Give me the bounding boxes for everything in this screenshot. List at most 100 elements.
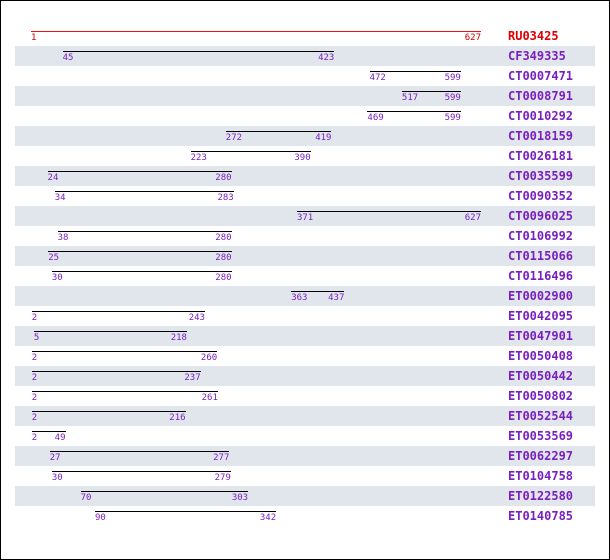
end-position: 277 <box>213 453 230 463</box>
sequence-id-link[interactable]: CT0096025 <box>508 209 574 223</box>
alignment-row: 223 390 CT0026181 <box>15 146 595 166</box>
alignment-span-bar <box>291 291 345 292</box>
end-position: 218 <box>170 333 187 343</box>
reference-id-link[interactable]: RU03425 <box>508 29 559 43</box>
alignment-span-bar <box>54 191 234 192</box>
start-position: 2 <box>31 373 38 383</box>
alignment-span-bar <box>31 411 186 412</box>
end-position: 342 <box>259 513 277 523</box>
sequence-id-link[interactable]: ET0002900 <box>508 289 574 303</box>
reference-span-bar <box>31 31 481 32</box>
start-position: 90 <box>94 513 106 523</box>
start-position: 517 <box>401 93 419 103</box>
sequence-id-link[interactable]: ET0052544 <box>508 409 574 423</box>
start-position: 363 <box>291 293 308 303</box>
end-position: 437 <box>328 293 345 303</box>
alignment-span-bar <box>48 251 232 252</box>
end-position: 599 <box>444 93 461 103</box>
sequence-id-link[interactable]: ET0053569 <box>508 429 574 443</box>
alignment-row: 472 599 CT0007471 <box>15 66 595 86</box>
sequence-id-link[interactable]: CT0090352 <box>508 189 574 203</box>
alignment-row: 45 423 CF349335 <box>15 46 595 66</box>
alignment-row: 2 237 ET0050442 <box>15 366 595 386</box>
alignment-span-bar <box>31 431 66 432</box>
alignment-row: 24 280 CT0035599 <box>15 166 595 186</box>
alignment-span-bar <box>369 71 461 72</box>
alignment-span-bar <box>51 271 232 272</box>
end-position: 627 <box>464 33 481 43</box>
alignment-span-bar <box>401 91 461 92</box>
start-position: 25 <box>48 253 60 263</box>
sequence-id-link[interactable]: ET0050408 <box>508 349 574 363</box>
sequence-id-link[interactable]: CT0007471 <box>508 69 574 83</box>
alignment-span-bar <box>367 111 461 112</box>
alignment-span-bar <box>51 471 231 472</box>
start-position: 2 <box>31 313 38 323</box>
alignment-row: 25 280 CT0115066 <box>15 246 595 266</box>
end-position: 279 <box>214 473 231 483</box>
sequence-id-link[interactable]: CT0026181 <box>508 149 574 163</box>
end-position: 419 <box>315 133 332 143</box>
start-position: 371 <box>296 213 314 223</box>
sequence-id-link[interactable]: ET0050442 <box>508 369 574 383</box>
sequence-id-link[interactable]: CT0035599 <box>508 169 574 183</box>
alignment-row: 371 627 CT0096025 <box>15 206 595 226</box>
alignment-span-bar <box>31 391 218 392</box>
sequence-id-link[interactable]: CF349335 <box>508 49 566 63</box>
sequence-id-link[interactable]: CT0116496 <box>508 269 574 283</box>
alignment-row: 30 280 CT0116496 <box>15 266 595 286</box>
end-position: 303 <box>231 493 249 503</box>
alignment-row: 27 277 ET0062297 <box>15 446 595 466</box>
sequence-id-link[interactable]: CT0106992 <box>508 229 574 243</box>
alignment-row: 2 260 ET0050408 <box>15 346 595 366</box>
alignment-row: 90 342 ET0140785 <box>15 506 595 526</box>
sequence-id-link[interactable]: CT0008791 <box>508 89 574 103</box>
alignment-row: 70 303 ET0122580 <box>15 486 595 506</box>
end-position: 627 <box>464 213 481 223</box>
start-position: 2 <box>31 413 38 423</box>
sequence-id-link[interactable]: CT0010292 <box>508 109 574 123</box>
end-position: 599 <box>444 73 461 83</box>
end-position: 280 <box>215 173 232 183</box>
alignment-row: 272 419 CT0018159 <box>15 126 595 146</box>
sequence-id-link[interactable]: ET0050802 <box>508 389 574 403</box>
sequence-id-link[interactable]: ET0122580 <box>508 489 574 503</box>
alignment-span-bar <box>49 451 230 452</box>
end-position: 261 <box>201 393 218 403</box>
alignment-span-bar <box>80 491 249 492</box>
start-position: 1 <box>31 33 37 43</box>
sequence-id-link[interactable]: ET0047901 <box>508 329 574 343</box>
alignment-span-bar <box>31 371 201 372</box>
start-position: 27 <box>49 453 61 463</box>
sequence-id-link[interactable]: CT0115066 <box>508 249 574 263</box>
alignment-span-bar <box>31 311 205 312</box>
end-position: 280 <box>215 233 232 243</box>
alignment-span-bar <box>33 331 187 332</box>
start-position: 472 <box>369 73 386 83</box>
start-position: 223 <box>190 153 207 163</box>
alignment-row: 2 243 ET0042095 <box>15 306 595 326</box>
end-position: 599 <box>444 113 461 123</box>
start-position: 30 <box>51 273 63 283</box>
alignment-span-bar <box>190 151 311 152</box>
reference-row: 1 627 RU03425 <box>15 26 595 46</box>
alignment-row: 2 49 ET0053569 <box>15 426 595 446</box>
sequence-id-link[interactable]: ET0140785 <box>508 509 574 523</box>
end-position: 280 <box>215 273 232 283</box>
alignment-span-bar <box>296 211 481 212</box>
start-position: 2 <box>31 353 38 363</box>
alignment-row: 34 283 CT0090352 <box>15 186 595 206</box>
sequence-id-link[interactable]: ET0062297 <box>508 449 574 463</box>
alignment-row: 38 280 CT0106992 <box>15 226 595 246</box>
end-position: 237 <box>184 373 201 383</box>
end-position: 49 <box>54 433 66 443</box>
sequence-id-link[interactable]: ET0042095 <box>508 309 574 323</box>
sequence-id-link[interactable]: ET0104758 <box>508 469 574 483</box>
alignment-row: 469 599 CT0010292 <box>15 106 595 126</box>
alignment-span-bar <box>62 51 335 52</box>
alignment-span-bar <box>94 511 277 512</box>
alignment-row: 2 216 ET0052544 <box>15 406 595 426</box>
alignment-span-bar <box>31 351 218 352</box>
alignment-span-bar <box>225 131 332 132</box>
sequence-id-link[interactable]: CT0018159 <box>508 129 574 143</box>
